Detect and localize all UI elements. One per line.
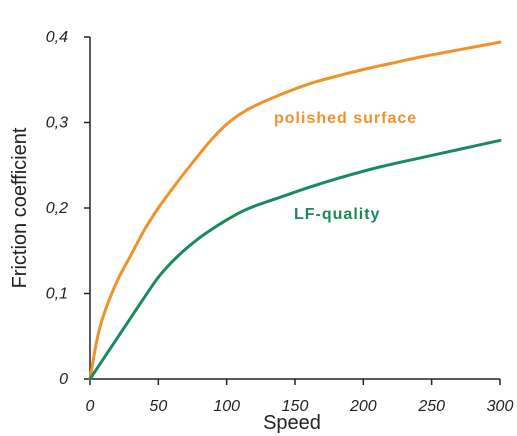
x-tick-label: 150: [282, 398, 309, 415]
y-tick-label: 0: [59, 371, 68, 388]
y-tick-label: 0,2: [46, 200, 68, 217]
y-tick-label: 0,3: [46, 115, 68, 132]
x-tick-label: 50: [149, 398, 167, 415]
x-tick-label: 100: [213, 398, 240, 415]
series-label-polished-surface: polished surface: [274, 110, 417, 127]
ticks: 0 0,1 0,2 0,3 0,4 0 50 100 150 200 250 300: [46, 29, 514, 415]
y-axis-title: Friction coefficient: [9, 127, 31, 288]
series-line-lf-quality: [88, 138, 502, 381]
x-tick-label: 200: [349, 398, 377, 415]
series-label-lf-quality: LF-quality: [294, 206, 380, 223]
y-tick-label: 0,4: [46, 29, 68, 46]
series-line-polished-surface: [88, 40, 502, 381]
y-tick-label: 0,1: [46, 286, 68, 303]
x-tick-label: 0: [86, 398, 95, 415]
x-tick-label: 250: [417, 398, 445, 415]
series-lines: [88, 40, 502, 381]
x-tick-label: 300: [487, 398, 514, 415]
x-axis-title: Speed: [263, 412, 321, 434]
